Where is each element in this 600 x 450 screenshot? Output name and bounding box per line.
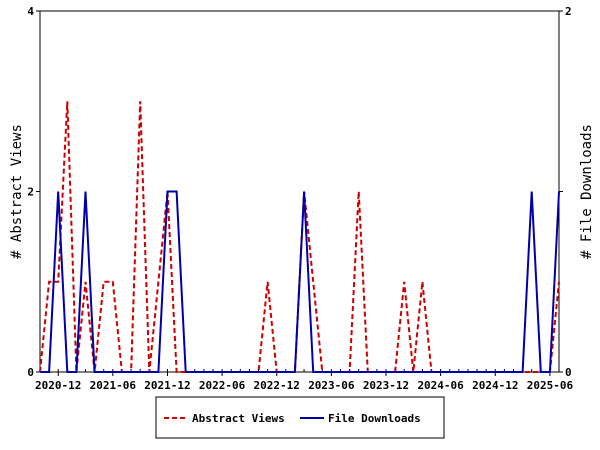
x-tick-label: 2023-06 bbox=[308, 379, 355, 392]
x-tick-label: 2021-06 bbox=[90, 379, 137, 392]
x-tick-label: 2023-12 bbox=[363, 379, 409, 392]
y-left-tick-label: 4 bbox=[27, 5, 34, 18]
x-tick-label: 2020-12 bbox=[35, 379, 81, 392]
series-line-abstract-views bbox=[39, 101, 560, 373]
x-tick-label: 2024-06 bbox=[417, 379, 464, 392]
y-right-tick-label: 0 bbox=[565, 366, 572, 379]
x-tick-label: 2022-06 bbox=[199, 379, 246, 392]
y-left-tick-label: 0 bbox=[27, 366, 34, 379]
y-right-tick-label: 2 bbox=[565, 5, 572, 18]
x-tick-label: 2024-12 bbox=[472, 379, 518, 392]
legend-label-abstract-views: Abstract Views bbox=[192, 412, 285, 425]
legend-label-file-downloads: File Downloads bbox=[328, 412, 421, 425]
axes bbox=[36, 10, 563, 376]
series-line-file-downloads bbox=[40, 190, 560, 373]
series-layer bbox=[39, 101, 560, 373]
y-right-axis-title: # File Downloads bbox=[579, 124, 595, 259]
x-tick-label: 2025-06 bbox=[527, 379, 574, 392]
x-tick-label: 2022-12 bbox=[254, 379, 300, 392]
x-tick-label: 2021-12 bbox=[144, 379, 190, 392]
y-left-axis-title: # Abstract Views bbox=[9, 124, 25, 259]
legend: Abstract Views File Downloads bbox=[155, 396, 445, 439]
plot-frame bbox=[39, 10, 560, 373]
axis-labels: 2020-12 2021-06 2021-12 2022-06 2022-12 2023-… bbox=[27, 5, 573, 392]
y-left-tick-label: 2 bbox=[27, 186, 34, 199]
